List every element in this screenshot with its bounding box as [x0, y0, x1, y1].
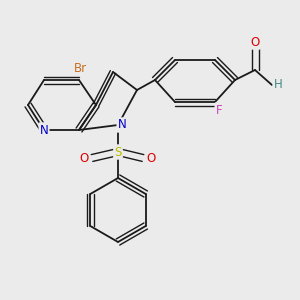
Text: Br: Br	[74, 61, 87, 74]
Text: O: O	[146, 152, 156, 164]
Text: S: S	[114, 146, 122, 158]
Text: N: N	[40, 124, 48, 136]
Text: O: O	[80, 152, 88, 164]
Text: O: O	[250, 35, 260, 49]
Text: F: F	[216, 103, 222, 116]
Text: N: N	[118, 118, 126, 131]
Text: H: H	[274, 79, 282, 92]
